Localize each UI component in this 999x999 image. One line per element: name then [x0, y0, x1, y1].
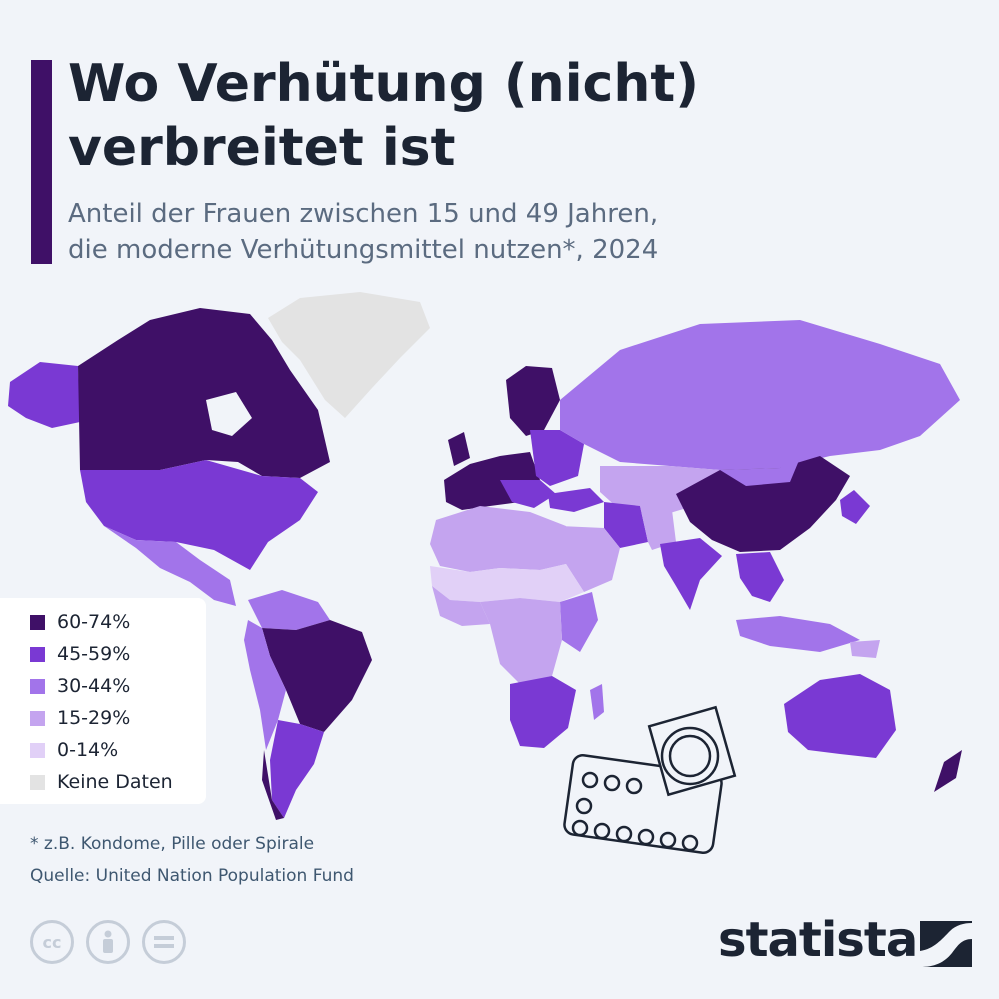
- subtitle-line-2: die moderne Verhütungsmittel nutzen*, 20…: [68, 235, 659, 265]
- region-alaska: [8, 362, 80, 428]
- region-argentina: [270, 720, 324, 818]
- equals-icon[interactable]: [142, 920, 186, 964]
- region-brazil: [262, 620, 372, 732]
- region-colombia-venezuela: [248, 590, 330, 630]
- region-indonesia: [736, 616, 860, 652]
- legend-item-60-74: 60-74%: [30, 606, 206, 638]
- subtitle-line-1: Anteil der Frauen zwischen 15 und 49 Jah…: [68, 199, 659, 229]
- region-southeast-asia: [736, 552, 784, 602]
- region-eastern-europe: [530, 430, 584, 486]
- region-north-africa: [430, 506, 566, 572]
- statista-logo-icon[interactable]: [920, 921, 972, 967]
- region-southern-africa: [510, 676, 576, 748]
- region-china: [676, 456, 850, 552]
- source-note: Quelle: United Nation Population Fund: [30, 866, 354, 886]
- region-afghanistan-pakistan: [640, 506, 676, 550]
- contraceptive-pills-condom-icon: [563, 705, 737, 855]
- region-usa: [80, 460, 318, 570]
- region-papua: [850, 640, 880, 658]
- person-icon[interactable]: [86, 920, 130, 964]
- region-india: [660, 538, 722, 610]
- region-mongolia: [720, 458, 800, 486]
- region-canada: [78, 308, 330, 478]
- legend-item-30-44: 30-44%: [30, 670, 206, 702]
- legend-label: 30-44%: [57, 675, 131, 697]
- legend-label: 60-74%: [57, 611, 131, 633]
- region-arabia: [560, 526, 620, 592]
- region-new-zealand: [934, 750, 962, 792]
- region-hudson-bay: [206, 392, 252, 436]
- legend-swatch: [30, 614, 45, 630]
- legend-item-no-data: Keine Daten: [30, 766, 206, 798]
- legend-label: 0-14%: [57, 739, 119, 761]
- region-east-africa: [560, 592, 598, 652]
- subtitle: Anteil der Frauen zwischen 15 und 49 Jah…: [68, 196, 888, 268]
- world-map: [8, 292, 962, 820]
- statista-logo-text[interactable]: statista: [718, 912, 918, 968]
- legend-label: Keine Daten: [57, 771, 173, 793]
- legend-item-15-29: 15-29%: [30, 702, 206, 734]
- cc-icon[interactable]: cc: [30, 920, 74, 964]
- region-japan-korea: [840, 490, 870, 524]
- region-sahel: [430, 564, 584, 602]
- legend-item-45-59: 45-59%: [30, 638, 206, 670]
- legend-swatch: [30, 678, 45, 694]
- title-accent-bar: [31, 60, 52, 264]
- license-icons: cc: [30, 920, 186, 964]
- legend-swatch: [30, 742, 45, 758]
- region-russia: [560, 320, 960, 470]
- legend-swatch: [30, 774, 45, 790]
- region-turkey: [548, 488, 604, 512]
- page-title: Wo Verhütung (nicht) verbreitet ist: [68, 54, 699, 178]
- region-madagascar: [590, 684, 604, 720]
- footnote: * z.B. Kondome, Pille oder Spirale: [30, 834, 315, 854]
- region-chile: [262, 750, 284, 820]
- legend-label: 45-59%: [57, 643, 131, 665]
- legend-item-0-14: 0-14%: [30, 734, 206, 766]
- region-iran: [604, 502, 648, 548]
- region-greenland: [268, 292, 430, 418]
- region-scandinavia: [506, 366, 560, 436]
- region-west-africa: [432, 586, 490, 626]
- region-central-africa: [480, 598, 562, 684]
- region-balkans: [500, 480, 556, 508]
- region-uk: [448, 432, 470, 466]
- region-australia: [784, 674, 896, 758]
- legend-label: 15-29%: [57, 707, 131, 729]
- map-legend: 60-74% 45-59% 30-44% 15-29% 0-14% Keine …: [0, 598, 206, 804]
- legend-swatch: [30, 646, 45, 662]
- legend-swatch: [30, 710, 45, 726]
- region-mexico: [104, 526, 236, 606]
- region-andes: [244, 620, 286, 750]
